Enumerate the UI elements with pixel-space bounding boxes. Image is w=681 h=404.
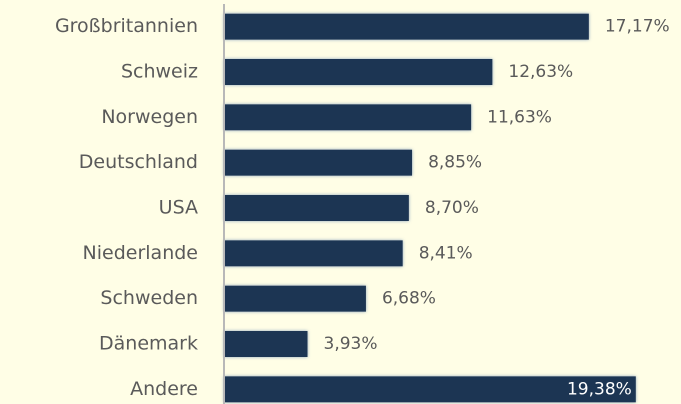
category-label: Niederlande: [83, 242, 198, 264]
bar: [224, 13, 589, 40]
category-label: Andere: [130, 378, 198, 400]
bar: [224, 240, 403, 267]
value-label: 8,41%: [419, 243, 473, 263]
category-label: USA: [159, 197, 198, 219]
bar: [224, 149, 413, 176]
category-label: Schweiz: [121, 61, 198, 83]
category-label: Schweden: [100, 287, 198, 309]
value-label: 17,17%: [605, 17, 670, 37]
bar: [224, 59, 493, 85]
bar: [224, 331, 308, 357]
bar: [224, 104, 472, 131]
value-label: 8,85%: [428, 153, 482, 173]
value-label: 19,38%: [567, 379, 632, 399]
value-label: 3,93%: [324, 334, 378, 354]
bar: [224, 285, 366, 312]
value-label: 8,70%: [425, 198, 479, 218]
category-label: Dänemark: [99, 333, 198, 355]
bar: [224, 376, 636, 403]
category-label: Norwegen: [101, 106, 198, 128]
value-label: 12,63%: [508, 62, 573, 82]
category-label: Deutschland: [79, 151, 198, 173]
category-label: Großbritannien: [55, 15, 198, 37]
value-label: 11,63%: [487, 107, 552, 127]
bar: [224, 195, 409, 221]
value-label: 6,68%: [382, 289, 436, 309]
